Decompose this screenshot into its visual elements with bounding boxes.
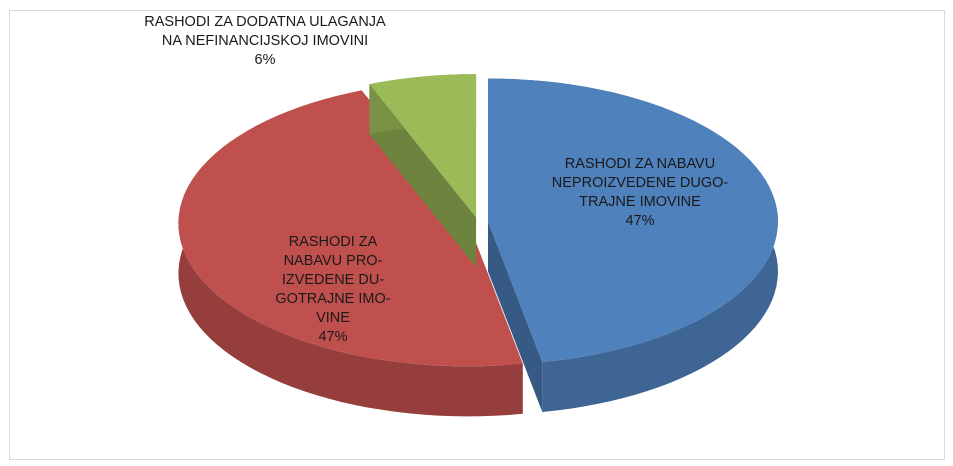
slice-top [488,78,778,362]
value-label: 47% [318,329,347,345]
slice-cut-face [488,221,543,412]
value-label: 47% [625,213,654,229]
pie-slice [369,74,477,268]
data-label: RASHODI ZA NABAVU NEPROIZVEDENE DUGO-TRAJ… [552,156,729,210]
slice-cut-face [369,84,477,268]
pie-slice [488,78,778,412]
slice-top [369,74,477,218]
value-label: 6% [255,52,276,68]
slice-top [178,90,523,367]
slice-side [178,90,523,417]
data-label: RASHODI ZA DODATNA ULAGANJA NA NEFINANCIJ… [144,14,386,49]
data-label: RASHODI ZA NABAVU PRO-IZVEDENE DU-GOTRAJN… [275,234,390,326]
